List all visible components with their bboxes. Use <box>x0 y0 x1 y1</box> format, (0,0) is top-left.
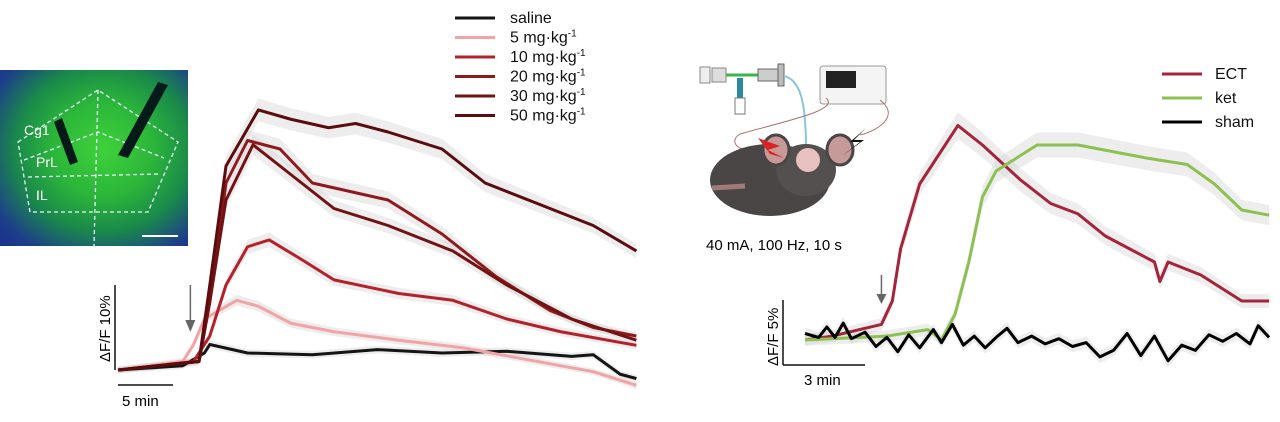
series-line-30 <box>117 143 637 372</box>
ect-setup-illustration <box>699 63 889 216</box>
right-scale-x-label: 3 min <box>804 372 841 389</box>
left-chart <box>117 98 638 389</box>
series-line-sham <box>804 321 1271 363</box>
region-label-il: IL <box>36 187 48 203</box>
region-label-cg1: Cg1 <box>24 122 50 138</box>
sem-band-1 <box>805 132 1270 346</box>
legend-label: sham <box>1215 114 1254 131</box>
legend-label: 5 mg·kg-1 <box>510 29 577 47</box>
series-line-saline <box>117 343 637 380</box>
legend-label: 30 mg·kg-1 <box>510 87 586 105</box>
legend-label: saline <box>510 10 552 27</box>
stimulus-arrowhead-icon <box>185 320 196 332</box>
series-line-ECT <box>804 124 1270 342</box>
left-scale-y-label: ΔF/F 10% <box>97 295 114 362</box>
legend-label: 20 mg·kg-1 <box>510 68 586 86</box>
right-chart <box>804 112 1271 368</box>
sem-band-2 <box>805 316 1270 368</box>
series-line-10 <box>117 238 637 372</box>
series-line-ket <box>804 143 1270 342</box>
stimulus-arrowhead-icon <box>876 294 887 304</box>
legend-label: ket <box>1215 90 1237 107</box>
right-scale-y-label: ΔF/F 5% <box>765 308 782 366</box>
stimulation-parameters: 40 mA, 100 Hz, 10 s <box>706 237 842 254</box>
legend-label: 50 mg·kg-1 <box>510 107 586 125</box>
legend-label: ECT <box>1215 66 1247 83</box>
series-line-5 <box>117 298 637 387</box>
legend-label: 10 mg·kg-1 <box>510 48 586 66</box>
region-label-prl: PrL <box>36 154 58 170</box>
series-line-50 <box>117 108 638 372</box>
left-scale-x-label: 5 min <box>122 393 159 410</box>
brain-section-image: Cg1 PrL IL <box>0 70 188 246</box>
